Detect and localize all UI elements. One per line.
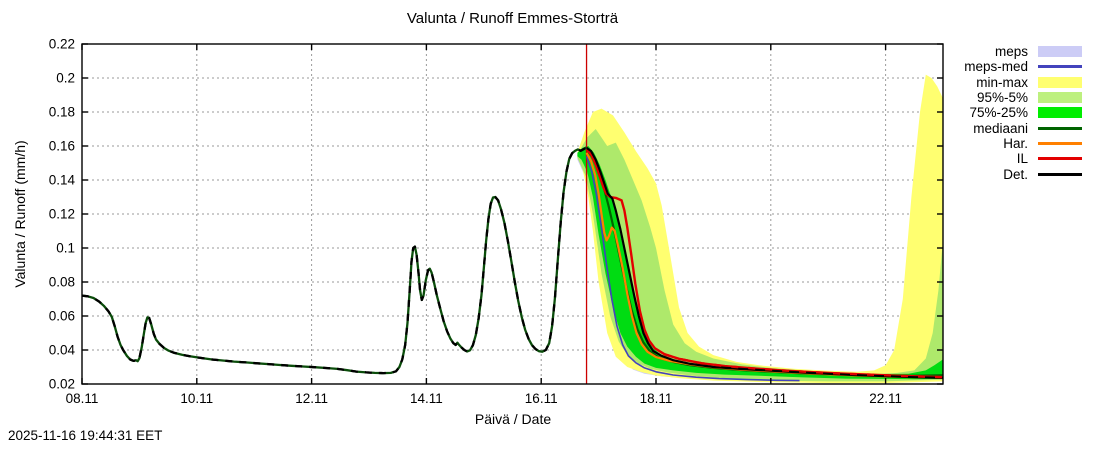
legend-item-mediaani: mediaani [964, 120, 1082, 136]
legend-label: meps-med [964, 59, 1028, 75]
chart-legend: meps meps-med min-max 95%-5% 75%-25% mediaani… [964, 44, 1082, 182]
legend-swatch-band [1038, 92, 1082, 104]
legend-swatch-line [1038, 126, 1082, 130]
legend-item-har-: Har. [964, 136, 1082, 151]
legend-item-meps-med: meps-med [964, 59, 1082, 74]
x-tick-label: 22.11 [869, 391, 902, 406]
x-tick-label: 20.11 [754, 391, 787, 406]
legend-item-il: IL [964, 151, 1082, 166]
legend-label: mediaani [973, 120, 1028, 136]
y-tick-label: 0.18 [49, 105, 75, 120]
chart-timestamp: 2025-11-16 19:44:31 EET [8, 428, 163, 443]
legend-label: 75%-25% [969, 105, 1028, 121]
legend-item-95-5-: 95%-5% [964, 90, 1082, 105]
y-tick-label: 0.04 [49, 343, 76, 358]
series-history-overlay [81, 146, 588, 375]
legend-item-min-max: min-max [964, 75, 1082, 90]
legend-swatch-line [1038, 141, 1082, 145]
legend-label: 95%-5% [976, 90, 1028, 106]
y-tick-label: 0.2 [56, 71, 75, 86]
legend-label: min-max [976, 74, 1028, 90]
legend-label: Det. [1003, 166, 1028, 182]
legend-item-meps: meps [964, 44, 1082, 59]
x-tick-label: 08.11 [66, 391, 99, 406]
legend-swatch-band [1038, 46, 1082, 58]
legend-swatch-band [1038, 107, 1082, 119]
y-tick-label: 0.02 [49, 377, 75, 392]
y-tick-label: 0.14 [49, 173, 76, 188]
y-tick-label: 0.22 [49, 37, 75, 52]
legend-item-75-25-: 75%-25% [964, 105, 1082, 120]
x-tick-label: 10.11 [180, 391, 213, 406]
series-history-base [81, 146, 588, 375]
x-tick-label: 14.11 [410, 391, 443, 406]
series-Det. [585, 146, 944, 379]
legend-label: IL [1016, 151, 1028, 167]
y-tick-label: 0.06 [49, 309, 75, 324]
legend-swatch-band [1038, 76, 1082, 88]
y-tick-label: 0.12 [49, 207, 75, 222]
series-IL-tail-dash [664, 353, 944, 379]
y-tick-label: 0.1 [56, 241, 75, 256]
legend-label: Har. [1003, 135, 1028, 151]
x-axis-label: Päivä / Date [474, 411, 552, 427]
legend-label: meps [994, 44, 1028, 60]
band-min-max [577, 74, 943, 384]
y-axis-label: Valunta / Runoff (mm/h) [12, 140, 28, 288]
band-95%-5% [577, 129, 943, 382]
legend-item-det-: Det. [964, 166, 1082, 182]
chart-title: Valunta / Runoff Emmes-Storträ [406, 10, 619, 27]
y-tick-label: 0.08 [49, 275, 75, 290]
legend-swatch-line [1038, 157, 1082, 161]
series-meps-med [585, 155, 800, 382]
y-tick-label: 0.16 [49, 139, 75, 154]
x-tick-label: 18.11 [640, 391, 673, 406]
x-tick-label: 16.11 [525, 391, 558, 406]
x-tick-label: 12.11 [295, 391, 328, 406]
legend-swatch-line [1038, 65, 1082, 69]
legend-swatch-line [1038, 172, 1082, 176]
